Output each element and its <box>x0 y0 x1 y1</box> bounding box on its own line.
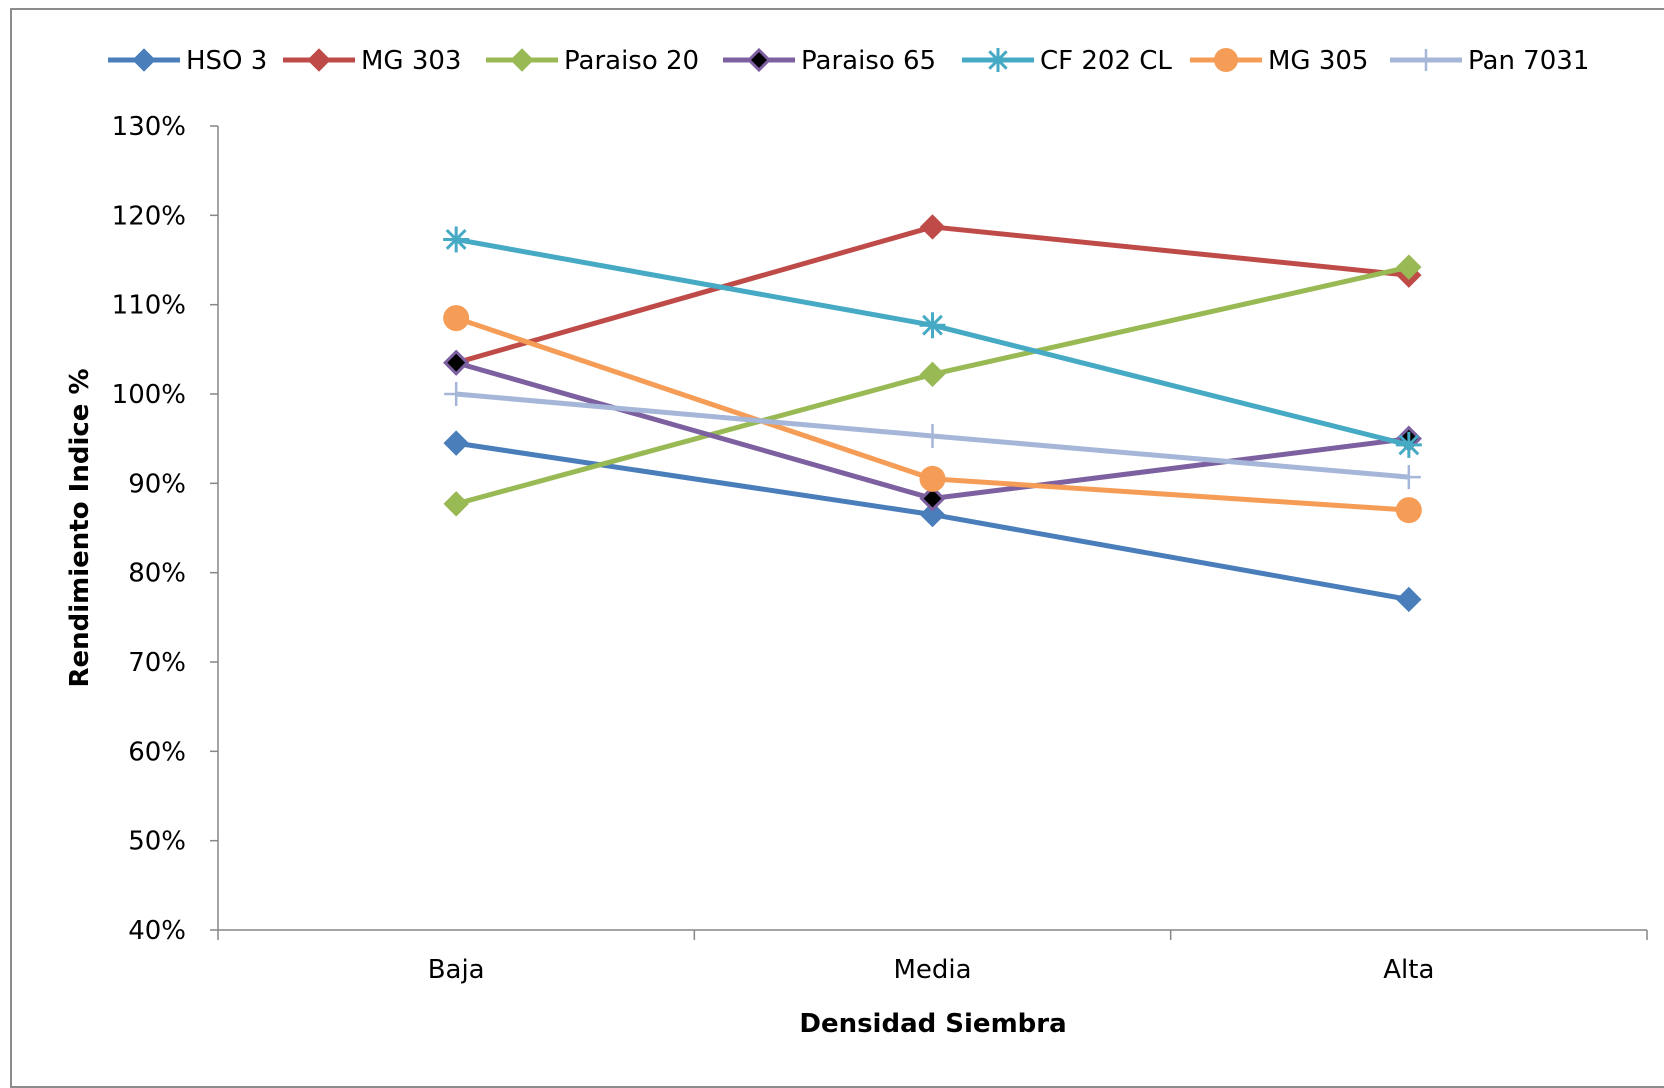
y-tick-label: 90% <box>128 469 186 499</box>
legend-marker <box>986 48 1010 72</box>
y-tick-label: 100% <box>112 380 186 410</box>
data-point <box>443 305 469 331</box>
legend-label: Paraiso 20 <box>564 46 699 76</box>
legend-item: Paraiso 65 <box>723 46 936 76</box>
series-line <box>456 239 1409 444</box>
legend-label: HSO 3 <box>186 46 267 76</box>
legend-label: MG 303 <box>361 46 461 76</box>
data-point <box>444 492 468 516</box>
data-point <box>1397 587 1421 611</box>
y-tick-label: 70% <box>128 648 186 678</box>
legend-label: MG 305 <box>1268 46 1368 76</box>
data-point <box>1397 465 1421 489</box>
data-point <box>921 215 945 239</box>
x-tick-label: Alta <box>1383 955 1434 985</box>
data-point <box>445 352 467 374</box>
y-axis-title: Rendimiento Indice % <box>65 368 95 687</box>
data-point <box>444 431 468 455</box>
x-axis: Baja Media Alta <box>218 930 1647 985</box>
y-tick-label: 40% <box>128 916 186 946</box>
legend-marker <box>749 50 769 70</box>
y-axis: 40% 50% 60% 70% 80% 90% 100% 110% 120% 130% <box>112 112 218 946</box>
y-tick-label: 80% <box>128 559 186 589</box>
legend-item: Pan 7031 <box>1390 46 1589 76</box>
series-line <box>456 227 1409 363</box>
legend-item: HSO 3 <box>108 46 267 76</box>
legend-marker <box>308 49 330 71</box>
legend-item: Paraiso 20 <box>486 46 699 76</box>
series-hso-3 <box>444 431 1421 611</box>
y-tick-label: 110% <box>112 291 186 321</box>
legend-marker <box>511 49 533 71</box>
data-point <box>921 362 945 386</box>
series-mg-303 <box>444 215 1421 375</box>
data-point <box>921 424 945 448</box>
y-tick-label: 60% <box>128 737 186 767</box>
y-tick-label: 120% <box>112 201 186 231</box>
data-point <box>443 226 469 252</box>
legend-label: CF 202 CL <box>1040 46 1172 76</box>
legend-marker <box>1214 48 1238 72</box>
y-tick-label: 50% <box>128 827 186 857</box>
legend-marker <box>133 49 155 71</box>
data-point <box>444 382 468 406</box>
data-point <box>1396 432 1422 458</box>
legend-label: Paraiso 65 <box>801 46 936 76</box>
legend-item: MG 303 <box>283 46 461 76</box>
data-point <box>920 466 946 492</box>
plot-area <box>443 215 1422 612</box>
data-point <box>1396 497 1422 523</box>
legend-item: CF 202 CL <box>962 46 1172 76</box>
legend-marker <box>1415 49 1437 71</box>
x-axis-title: Densidad Siembra <box>799 1009 1066 1039</box>
legend-label: Pan 7031 <box>1468 46 1589 76</box>
x-tick-label: Baja <box>428 955 485 985</box>
legend: HSO 3 MG 303 Paraiso 20 Paraiso 65 CF 202 CL… <box>108 46 1589 76</box>
y-tick-label: 130% <box>112 112 186 142</box>
legend-item: MG 305 <box>1190 46 1368 76</box>
data-point <box>920 312 946 338</box>
x-tick-label: Media <box>893 955 971 985</box>
